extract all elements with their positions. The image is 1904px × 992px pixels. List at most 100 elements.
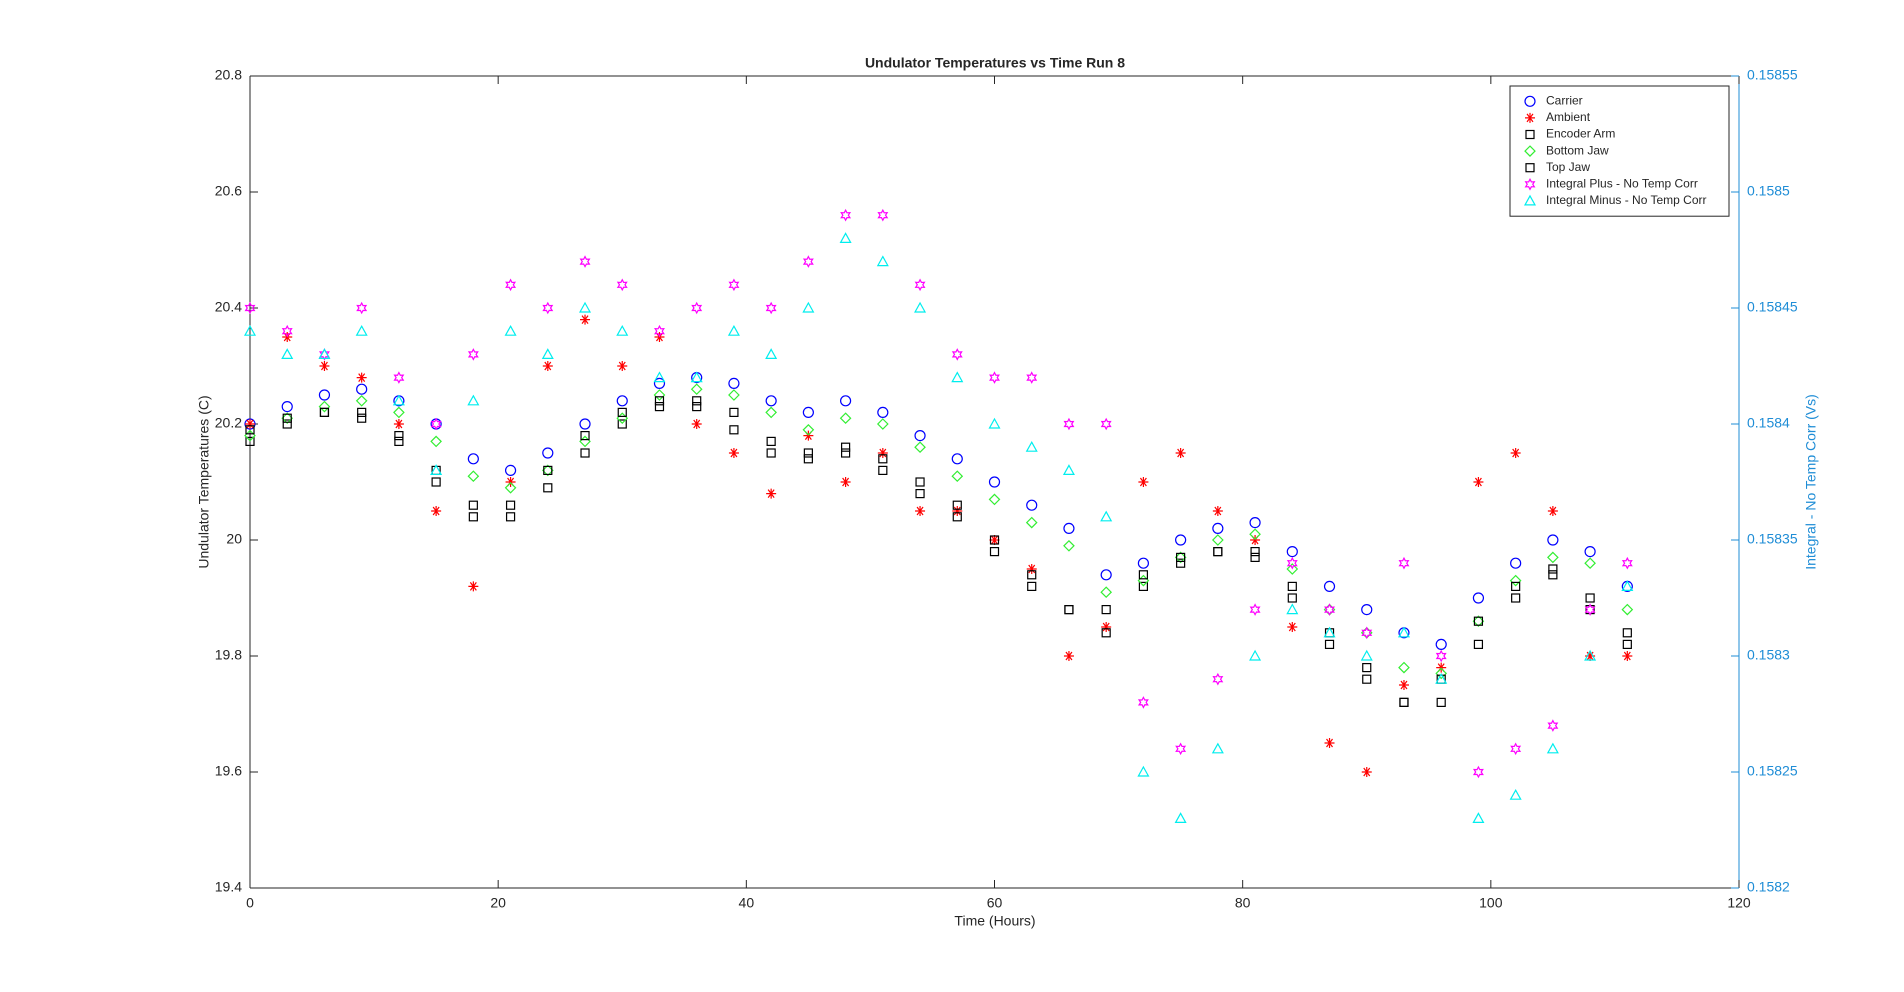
marker-diamond — [1286, 563, 1299, 575]
marker-star — [1525, 112, 1535, 123]
marker-circle — [1361, 603, 1373, 616]
marker-square — [766, 436, 776, 446]
marker-square — [1436, 697, 1446, 708]
marker-triangle — [876, 255, 889, 267]
marker-star — [1398, 680, 1409, 690]
marker-circle — [1175, 534, 1187, 546]
marker-star — [989, 535, 1000, 545]
legend: Carrier Ambient Encoder Arm Bottom Jaw Top J… — [1509, 85, 1730, 217]
marker-square — [1101, 604, 1111, 615]
marker-circle — [1026, 499, 1038, 511]
marker-diamond — [318, 400, 331, 413]
marker-circle — [1524, 95, 1536, 107]
marker-hexagram — [1398, 556, 1410, 570]
marker-triangle — [1509, 788, 1522, 800]
marker-square — [1101, 628, 1111, 638]
marker-hexagram — [914, 278, 926, 292]
marker-hexagram — [1286, 556, 1298, 570]
marker-star — [580, 314, 591, 325]
marker-diamond — [1063, 539, 1075, 552]
marker-circle — [542, 447, 554, 459]
marker-triangle — [1286, 603, 1299, 615]
marker-square — [1585, 593, 1595, 603]
marker-square — [245, 425, 255, 435]
marker-square — [915, 489, 925, 499]
marker-hexagram — [1026, 371, 1038, 384]
legend-label: Integral Plus - No Temp Corr — [1546, 176, 1698, 190]
marker-square — [840, 442, 851, 452]
marker-hexagram — [542, 301, 554, 315]
marker-circle — [1063, 522, 1075, 535]
marker-circle — [1510, 557, 1522, 569]
marker-square — [803, 448, 813, 458]
marker-star — [1361, 767, 1372, 777]
marker-circle — [1137, 557, 1150, 569]
marker-square — [654, 396, 665, 406]
y2-axis-label: Integral - No Temp Corr (Vs) — [1803, 394, 1819, 570]
marker-square — [505, 500, 516, 510]
marker-star — [1547, 506, 1558, 516]
marker-circle — [802, 406, 814, 418]
marker-diamond — [1249, 528, 1261, 541]
marker-triangle — [653, 371, 666, 383]
marker-star — [1324, 738, 1335, 748]
marker-square — [1362, 662, 1372, 673]
marker-triangle — [1621, 580, 1634, 592]
marker-diamond — [690, 383, 703, 396]
marker-diamond — [1025, 516, 1038, 529]
marker-triangle — [1523, 194, 1537, 206]
y2-tick-label: 0.15825 — [1747, 763, 1798, 779]
marker-circle — [765, 395, 777, 407]
marker-hexagram — [1063, 417, 1075, 431]
legend-label: Encoder Arm — [1546, 127, 1615, 141]
marker-triangle — [430, 464, 443, 475]
marker-star — [915, 506, 926, 516]
marker-hexagram — [430, 417, 442, 431]
marker-square — [1287, 593, 1297, 603]
marker-square — [1027, 581, 1037, 592]
marker-triangle — [1100, 510, 1113, 522]
marker-star — [840, 477, 851, 487]
marker-circle — [1547, 534, 1559, 546]
marker-star — [245, 419, 255, 429]
marker-square — [1324, 639, 1335, 650]
marker-star — [766, 488, 777, 499]
marker-star — [1510, 448, 1521, 458]
marker-star — [1063, 651, 1074, 661]
marker-square — [580, 431, 590, 441]
marker-star — [877, 448, 888, 458]
marker-square — [878, 454, 888, 464]
marker-square — [1473, 639, 1484, 650]
marker-square — [1399, 697, 1409, 708]
marker-circle — [504, 464, 517, 476]
y-tick-label: 19.6 — [215, 763, 242, 779]
series — [244, 208, 1633, 779]
marker-triangle — [1174, 812, 1187, 824]
marker-hexagram — [1510, 742, 1522, 756]
marker-square — [989, 546, 1000, 557]
y2-tick-label: 0.15845 — [1747, 299, 1798, 315]
marker-hexagram — [356, 301, 368, 315]
marker-hexagram — [579, 255, 591, 268]
marker-square — [357, 407, 367, 417]
marker-square — [840, 448, 851, 458]
marker-diamond — [988, 493, 1001, 506]
marker-circle — [839, 395, 852, 407]
marker-triangle — [1472, 812, 1485, 824]
x-tick-label: 80 — [1235, 895, 1251, 911]
marker-square — [394, 436, 404, 446]
marker-square — [1176, 558, 1186, 568]
marker-diamond — [1547, 551, 1559, 564]
marker-square — [1027, 570, 1037, 580]
marker-circle — [1584, 545, 1596, 558]
marker-square — [952, 512, 962, 522]
marker-hexagram — [877, 208, 889, 222]
legend-label: Integral Minus - No Temp Corr — [1546, 193, 1707, 207]
marker-hexagram — [467, 348, 479, 361]
marker-diamond — [653, 389, 666, 401]
marker-square — [1064, 604, 1074, 615]
marker-diamond — [1621, 603, 1634, 616]
marker-square — [282, 419, 292, 429]
marker-triangle — [727, 324, 740, 336]
marker-hexagram — [951, 348, 963, 361]
